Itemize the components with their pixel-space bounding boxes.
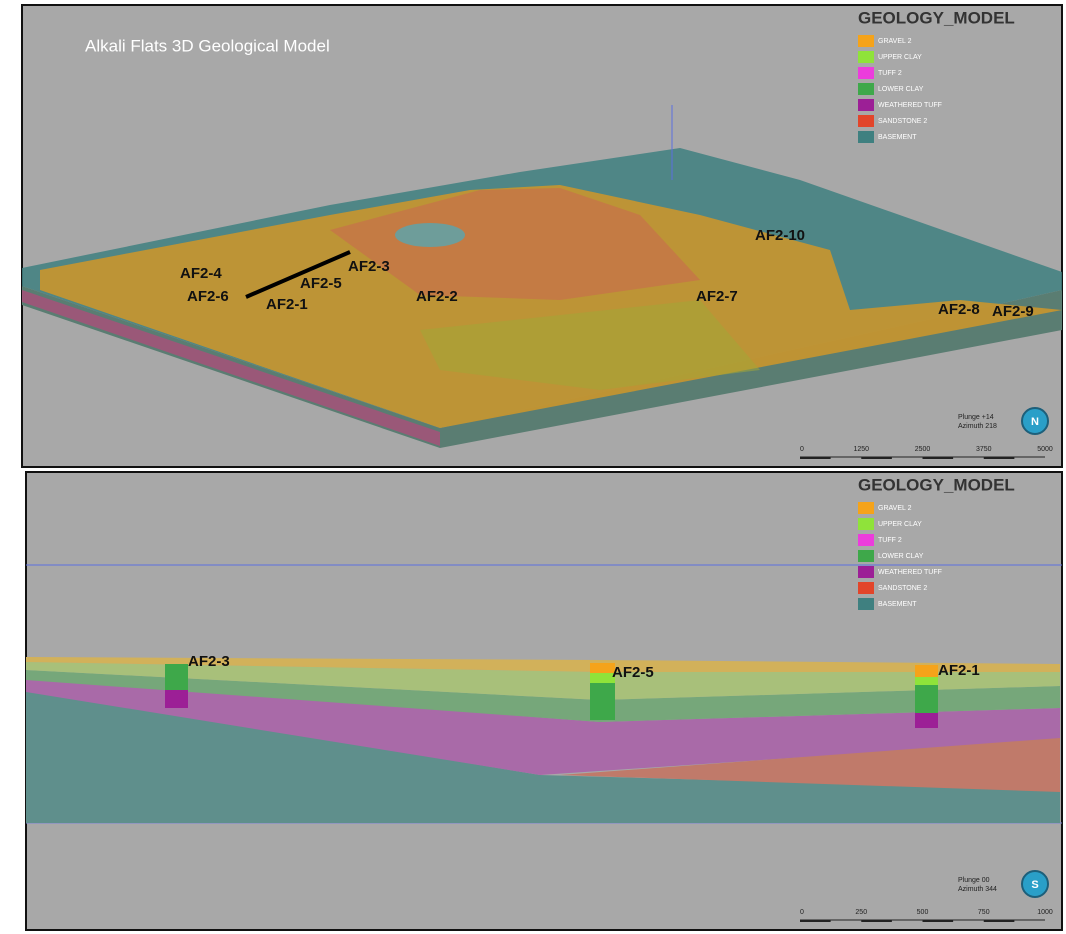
well-label: AF2-3 bbox=[348, 258, 390, 275]
scale-label: 750 bbox=[978, 909, 990, 916]
well-label: AF2-9 bbox=[992, 303, 1034, 320]
scale-label: 1000 bbox=[1037, 909, 1053, 916]
legend-label: BASEMENT bbox=[878, 134, 917, 141]
compass-letter: S bbox=[1031, 879, 1038, 891]
well-column bbox=[590, 663, 615, 720]
legend-label: GRAVEL 2 bbox=[878, 505, 912, 512]
weathered-tuff bbox=[26, 678, 1060, 775]
plunge: Plunge 00 bbox=[958, 877, 990, 884]
well-label: AF2-6 bbox=[187, 288, 229, 305]
slab-edge-layers bbox=[22, 290, 440, 446]
scale-label: 500 bbox=[917, 909, 929, 916]
well-label: AF2-8 bbox=[938, 301, 980, 318]
legend-swatch bbox=[858, 51, 874, 63]
lower-clay bbox=[26, 670, 1060, 722]
well-label: AF2-3 bbox=[188, 653, 230, 670]
legend-label: WEATHERED TUFF bbox=[878, 102, 942, 109]
legend-swatch bbox=[858, 99, 874, 111]
legend-label: LOWER CLAY bbox=[878, 553, 924, 560]
clay-surface bbox=[420, 300, 760, 390]
scale-label: 250 bbox=[855, 909, 867, 916]
well-column bbox=[165, 664, 188, 708]
legend-swatch bbox=[858, 83, 874, 95]
scale-label: 0 bbox=[800, 909, 804, 916]
well-label: AF2-7 bbox=[696, 288, 738, 305]
well-label: AF2-5 bbox=[612, 664, 654, 681]
azimuth: Azimuth 218 bbox=[958, 423, 997, 430]
legend-title: GEOLOGY_MODEL bbox=[858, 8, 1015, 27]
lake bbox=[395, 223, 465, 247]
legend-swatch bbox=[858, 598, 874, 610]
sandstone-surface bbox=[330, 188, 700, 300]
top-panel: Alkali Flats 3D Geological Model AF2-4 A… bbox=[21, 4, 1063, 468]
legend-label: LOWER CLAY bbox=[878, 86, 924, 93]
compass-letter: N bbox=[1031, 416, 1039, 428]
scale-label: 5000 bbox=[1037, 446, 1053, 453]
section-line bbox=[245, 250, 351, 299]
legend-swatch bbox=[858, 67, 874, 79]
well-label: AF2-2 bbox=[416, 288, 458, 305]
upper-clay bbox=[26, 662, 1060, 700]
gravel-surface bbox=[40, 185, 1062, 428]
legend-label: GRAVEL 2 bbox=[878, 38, 912, 45]
basement bbox=[26, 690, 1060, 823]
well-label: AF2-10 bbox=[755, 227, 805, 244]
legend-swatch bbox=[858, 131, 874, 143]
legend-swatch bbox=[858, 582, 874, 594]
legend-swatch bbox=[858, 115, 874, 127]
legend-swatch bbox=[858, 35, 874, 47]
bottom-panel: AF2-3 AF2-5 AF2-1 GEOLOGY_MODEL GRAVEL 2 U… bbox=[25, 471, 1063, 931]
panel-title: Alkali Flats 3D Geological Model bbox=[85, 36, 330, 55]
legend-swatch bbox=[858, 550, 874, 562]
well-column bbox=[915, 665, 938, 728]
well-label: AF2-1 bbox=[266, 296, 308, 313]
legend-swatch bbox=[858, 534, 874, 546]
scale-label: 1250 bbox=[853, 446, 869, 453]
legend-swatch bbox=[858, 502, 874, 514]
legend-swatch bbox=[858, 518, 874, 530]
plunge: Plunge +14 bbox=[958, 414, 994, 421]
legend-label: BASEMENT bbox=[878, 601, 917, 608]
legend-label: TUFF 2 bbox=[878, 537, 902, 544]
gravel bbox=[26, 657, 1060, 672]
sandstone bbox=[560, 738, 1060, 792]
compass bbox=[1021, 870, 1049, 898]
well-label: AF2-5 bbox=[300, 275, 342, 292]
legend-label: SANDSTONE 2 bbox=[878, 118, 927, 125]
legend-label: UPPER CLAY bbox=[878, 54, 922, 61]
well-label: AF2-4 bbox=[180, 265, 222, 282]
scale-label: 2500 bbox=[915, 446, 931, 453]
legend-swatch bbox=[858, 566, 874, 578]
legend-label: TUFF 2 bbox=[878, 70, 902, 77]
legend-label: WEATHERED TUFF bbox=[878, 569, 942, 576]
compass bbox=[1021, 407, 1049, 435]
legend-label: UPPER CLAY bbox=[878, 521, 922, 528]
well-label: AF2-1 bbox=[938, 662, 980, 679]
scale-label: 0 bbox=[800, 446, 804, 453]
scale-label: 3750 bbox=[976, 446, 992, 453]
legend-title: GEOLOGY_MODEL bbox=[858, 475, 1015, 494]
legend-label: SANDSTONE 2 bbox=[878, 585, 927, 592]
azimuth: Azimuth 344 bbox=[958, 886, 997, 893]
